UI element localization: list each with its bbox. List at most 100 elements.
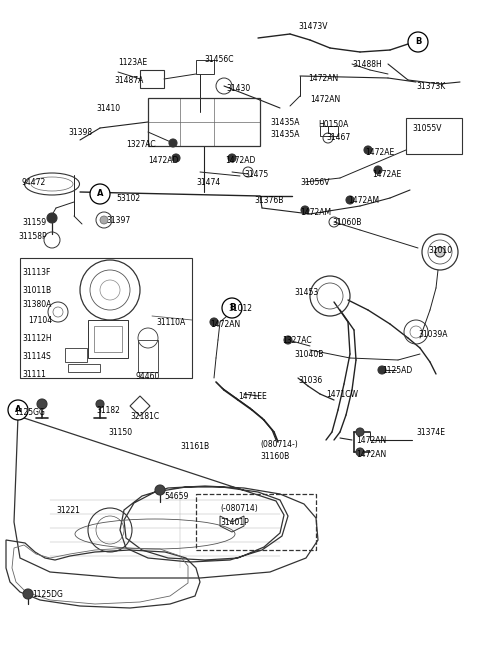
Text: 1471EE: 1471EE	[238, 392, 267, 401]
Circle shape	[284, 336, 292, 344]
Text: 31159: 31159	[22, 218, 46, 227]
Text: 31036: 31036	[298, 376, 322, 385]
Text: 31221: 31221	[56, 506, 80, 515]
Text: 31056V: 31056V	[300, 178, 329, 187]
Text: 31113F: 31113F	[22, 268, 50, 277]
Circle shape	[346, 196, 354, 204]
Text: 31111: 31111	[22, 370, 46, 379]
Circle shape	[301, 206, 309, 214]
Text: 31112H: 31112H	[22, 334, 52, 343]
Text: 1472AD: 1472AD	[148, 156, 179, 165]
Bar	[65, 348, 87, 362]
Circle shape	[90, 184, 110, 204]
Text: 31161B: 31161B	[180, 442, 209, 451]
Text: 31055V: 31055V	[412, 124, 442, 133]
Text: (080714-): (080714-)	[260, 440, 298, 449]
Text: 31475: 31475	[244, 170, 268, 179]
Circle shape	[8, 400, 28, 420]
Circle shape	[374, 166, 382, 174]
Text: 31401P: 31401P	[220, 518, 249, 527]
Circle shape	[172, 154, 180, 162]
Text: 31397: 31397	[106, 216, 130, 225]
Text: 31010: 31010	[428, 246, 452, 255]
Bar	[196, 494, 316, 550]
Circle shape	[47, 213, 57, 223]
Circle shape	[169, 139, 177, 147]
Bar	[148, 98, 260, 146]
Text: 31114S: 31114S	[22, 352, 51, 361]
Bar	[140, 70, 164, 88]
Text: 31456C: 31456C	[204, 55, 233, 64]
Text: 31430: 31430	[226, 84, 250, 93]
Text: 1471CW: 1471CW	[326, 390, 358, 399]
Text: B: B	[229, 304, 235, 312]
Text: 17104: 17104	[28, 316, 52, 325]
Bar	[88, 320, 128, 358]
Text: 31380A: 31380A	[22, 300, 51, 309]
Text: 1125DG: 1125DG	[32, 590, 63, 599]
Text: 31410: 31410	[96, 104, 120, 113]
Text: 31150: 31150	[108, 428, 132, 437]
Text: 53102: 53102	[116, 194, 140, 203]
Bar	[68, 364, 100, 372]
Text: 94472: 94472	[22, 178, 46, 187]
Text: 31060B: 31060B	[332, 218, 361, 227]
Text: 1472AN: 1472AN	[356, 450, 386, 459]
Text: 31374E: 31374E	[416, 428, 445, 437]
Text: 31453: 31453	[294, 288, 318, 297]
Text: 31039A: 31039A	[418, 330, 447, 339]
Circle shape	[408, 32, 428, 52]
Text: 31435A: 31435A	[270, 130, 300, 139]
Text: 1327AC: 1327AC	[126, 140, 156, 149]
Circle shape	[96, 400, 104, 408]
Text: 1125GG: 1125GG	[14, 408, 45, 417]
Text: 1472AN: 1472AN	[308, 74, 338, 83]
Bar	[196, 60, 214, 74]
Text: 94460: 94460	[136, 372, 160, 381]
Bar	[138, 340, 158, 372]
Text: 31473V: 31473V	[298, 22, 327, 31]
Text: 31012: 31012	[228, 304, 252, 313]
Text: (-080714): (-080714)	[220, 504, 258, 513]
Circle shape	[356, 448, 364, 456]
Circle shape	[378, 366, 386, 374]
Bar	[320, 126, 338, 136]
Text: 31011B: 31011B	[22, 286, 51, 295]
Text: 31160B: 31160B	[260, 452, 289, 461]
Text: 31488H: 31488H	[352, 60, 382, 69]
Text: 31474: 31474	[196, 178, 220, 187]
Text: 32181C: 32181C	[130, 412, 159, 421]
Text: 1125AD: 1125AD	[382, 366, 412, 375]
Circle shape	[100, 216, 108, 224]
Circle shape	[210, 318, 218, 326]
Text: 31487A: 31487A	[114, 76, 144, 85]
Circle shape	[230, 306, 238, 314]
Bar	[94, 326, 122, 352]
Text: 1472AD: 1472AD	[225, 156, 255, 165]
Circle shape	[155, 485, 165, 495]
Text: 1472AM: 1472AM	[348, 196, 379, 205]
Text: 31398: 31398	[68, 128, 92, 137]
Circle shape	[356, 428, 364, 436]
Text: 1327AC: 1327AC	[282, 336, 312, 345]
Text: 1472AN: 1472AN	[356, 436, 386, 445]
Text: A: A	[97, 190, 103, 199]
Text: 1472AM: 1472AM	[300, 208, 331, 217]
Bar	[20, 258, 192, 378]
Text: 31373K: 31373K	[416, 82, 445, 91]
Circle shape	[435, 247, 445, 257]
Text: 31182: 31182	[96, 406, 120, 415]
Text: 31435A: 31435A	[270, 118, 300, 127]
Text: 31110A: 31110A	[156, 318, 185, 327]
Text: A: A	[15, 405, 21, 415]
Text: 31040B: 31040B	[294, 350, 324, 359]
Text: 1123AE: 1123AE	[118, 58, 147, 67]
Text: H0150A: H0150A	[318, 120, 348, 129]
Text: 31467: 31467	[326, 133, 350, 142]
Text: 1472AE: 1472AE	[365, 148, 394, 157]
Text: 1472AN: 1472AN	[210, 320, 240, 329]
Circle shape	[364, 146, 372, 154]
Text: 1472AN: 1472AN	[310, 95, 340, 104]
Text: 54659: 54659	[164, 492, 188, 501]
Text: 1472AE: 1472AE	[372, 170, 401, 179]
